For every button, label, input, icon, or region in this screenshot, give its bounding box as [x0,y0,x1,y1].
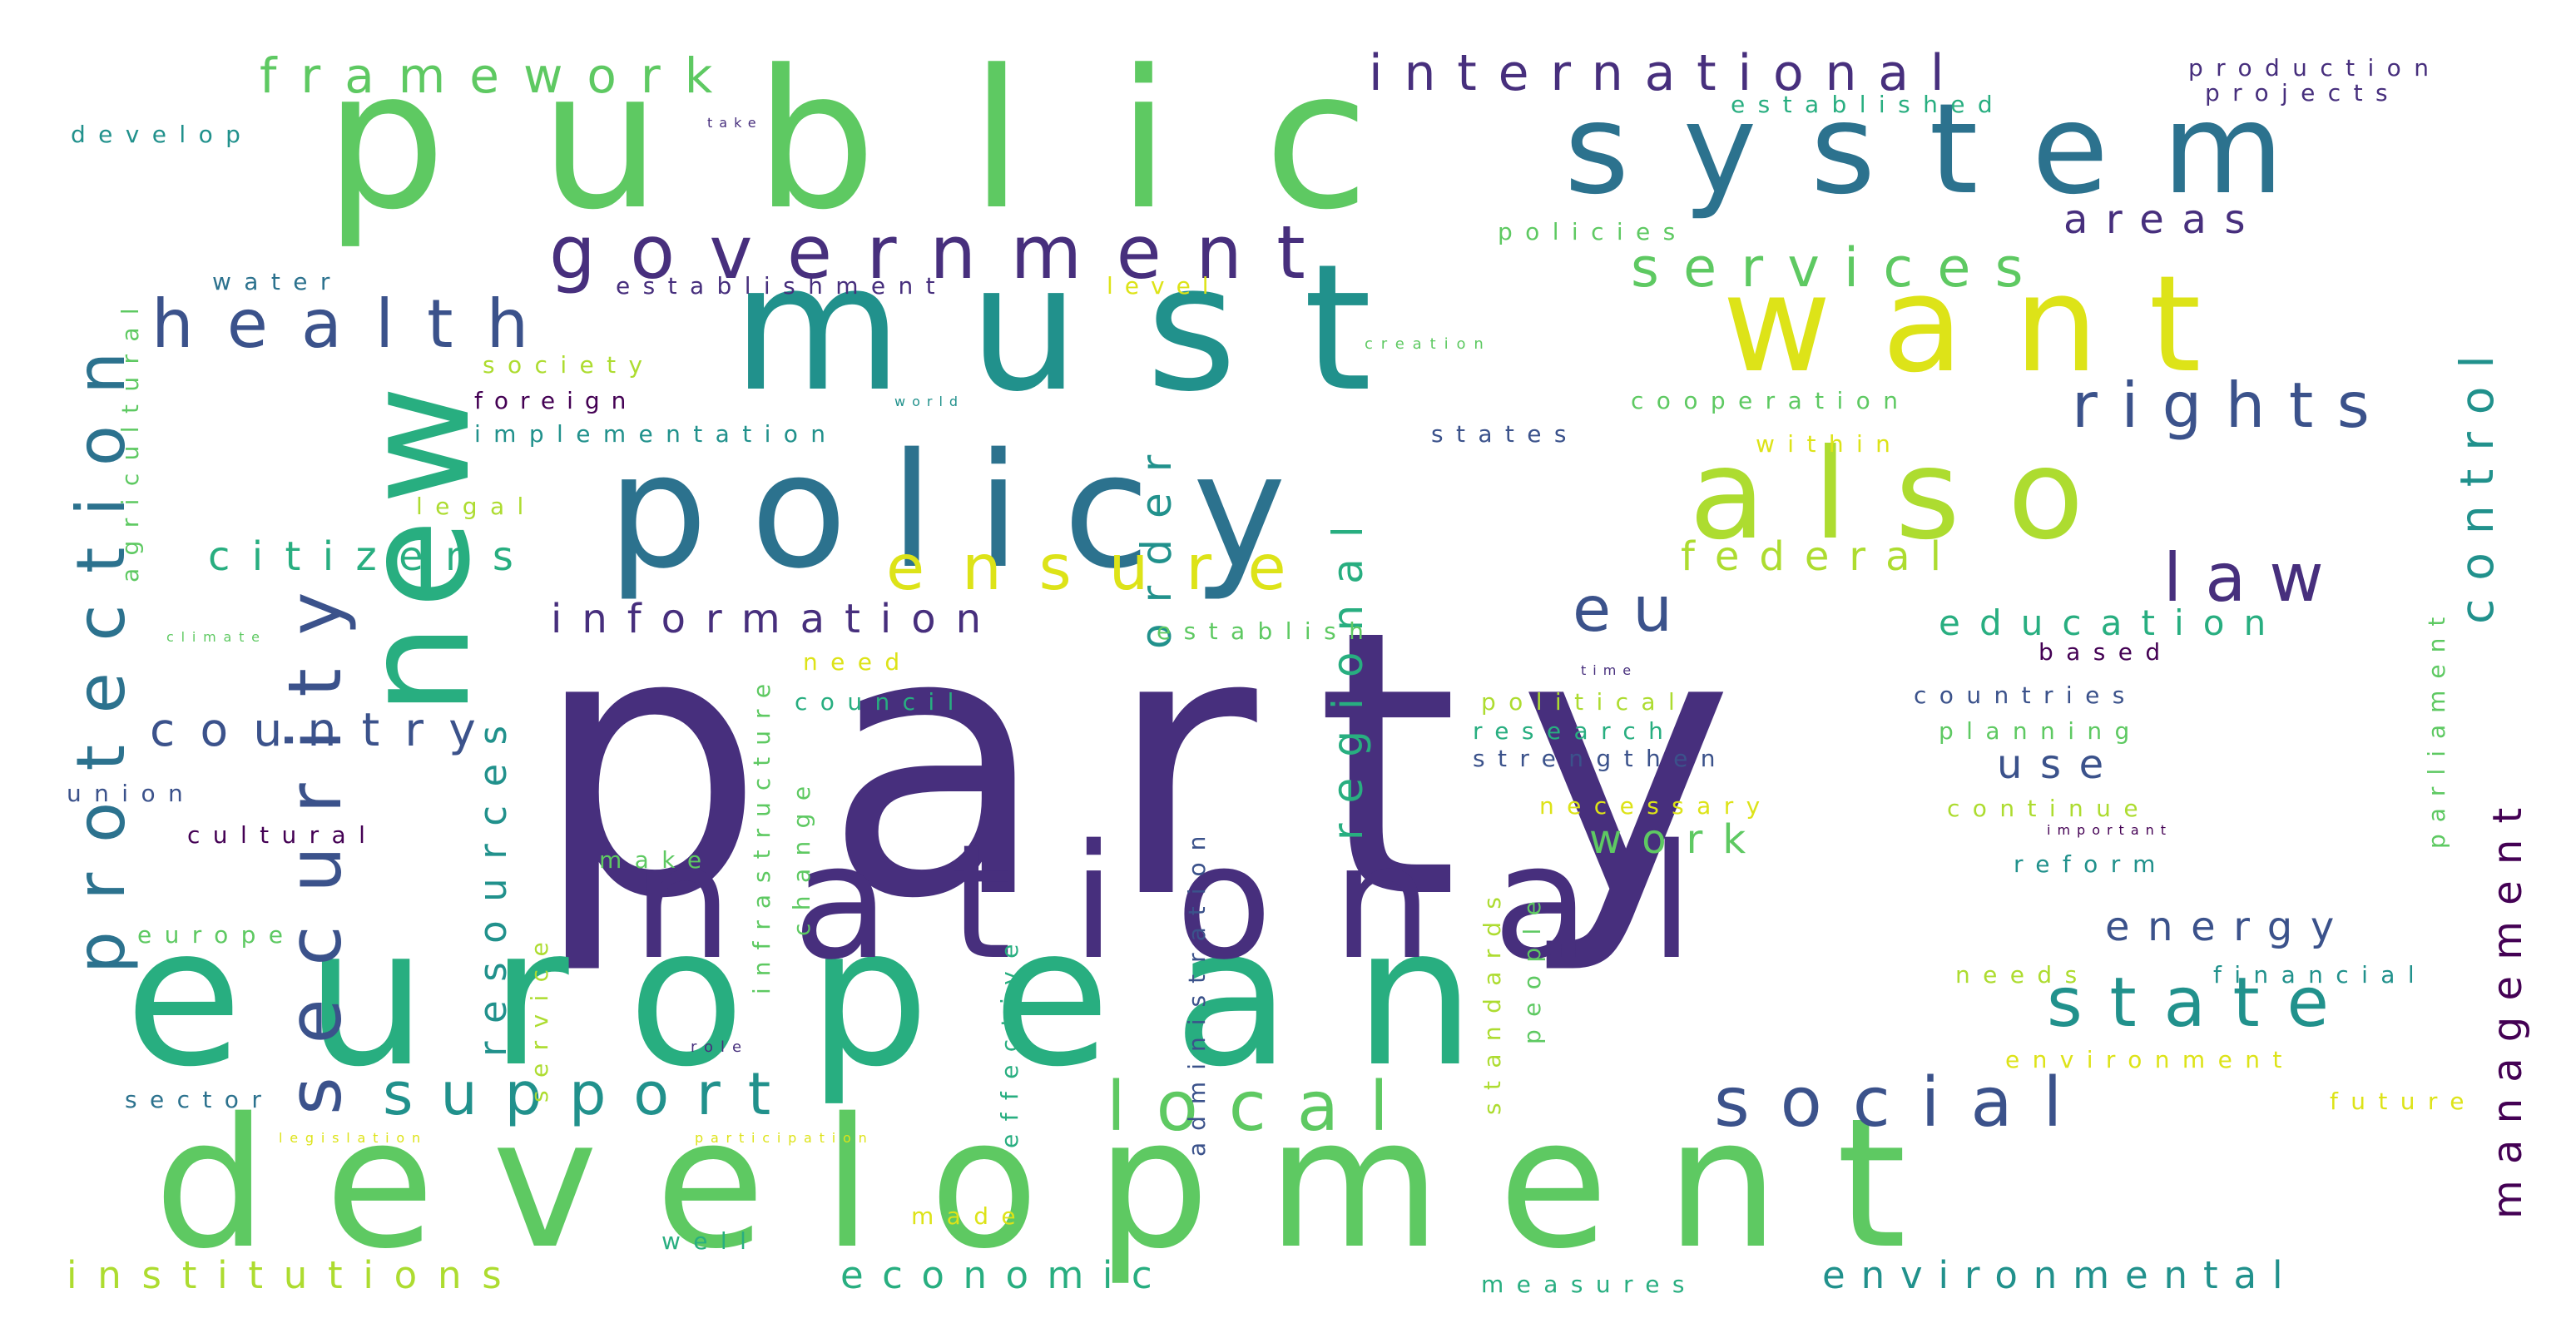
word-strengthen: strengthen [1473,745,1728,772]
word-ensure: ensure [886,531,1324,604]
word-information: information [551,596,1002,642]
word-develop: develop [71,121,254,148]
word-europe: europe [137,921,296,949]
word-regional: regional [1324,505,1372,840]
word-council: council [795,688,967,716]
word-country: country [150,703,502,756]
word-cooperation: cooperation [1631,387,1911,414]
word-projects: projects [2205,79,2400,107]
word-energy: energy [2105,904,2352,950]
word-federal: federal [1681,533,1961,580]
word-creation: creation [1365,335,1492,353]
word-environment: environment [2005,1046,2295,1073]
word-continue: continue [1947,795,2151,822]
word-party: party [533,553,1793,979]
word-services: services [1631,237,2048,300]
word-effective: effective [996,931,1023,1148]
word-financial: financial [2213,961,2427,989]
word-foreign: foreign [474,387,638,414]
word-must: must [732,226,1439,430]
word-make: make [599,846,715,874]
word-climate: climate [166,629,267,645]
word-world: world [894,394,965,409]
word-water: water [212,268,343,295]
word-also: also [1689,423,2132,567]
word-role: role [691,1038,750,1056]
word-society: society [483,351,656,379]
word-european: european [125,887,1538,1109]
word-citizens: citizens [208,533,536,580]
word-areas: areas [2063,196,2264,243]
word-union: union [67,780,196,807]
word-social: social [1714,1063,2093,1142]
word-service: service [526,929,553,1103]
word-infrastructure: infrastructure [748,671,775,994]
word-legal: legal [416,493,537,520]
word-administration: administration [1183,824,1211,1157]
word-environmental: environmental [1822,1253,2299,1297]
word-needs: needs [1955,961,2090,989]
word-production: production [2188,54,2442,82]
word-research: research [1473,717,1677,745]
word-change: change [788,773,815,936]
word-system: system [1564,77,2338,222]
word-economic: economic [840,1253,1172,1297]
word-law: law [2163,539,2347,617]
word-rights: rights [2072,369,2394,442]
word-establish: establish [1157,617,1377,645]
word-want: want [1722,246,2252,402]
word-eu: eu [1573,572,1695,646]
word-sector: sector [125,1086,275,1113]
word-health: health [151,285,562,363]
word-government: government [549,210,1340,295]
word-political: political [1481,688,1688,716]
word-based: based [2039,638,2173,666]
word-level: level [1107,272,1221,300]
word-management: management [2484,791,2531,1219]
word-states: states [1431,420,1579,448]
word-agricultural: agricultural [116,295,144,582]
word-well: well [661,1227,760,1255]
word-made: made [911,1202,1029,1230]
word-local: local [1107,1068,1419,1147]
word-development: development [154,1079,1964,1288]
word-resources: resources [471,706,515,1057]
word-implementation: implementation [474,420,839,448]
word-work: work [1589,816,1766,863]
word-institutions: institutions [67,1253,523,1297]
word-necessary: necessary [1539,792,1773,820]
word-national: national [632,810,1754,994]
word-planning: planning [1939,717,2143,745]
word-legislation: legislation [279,1130,428,1146]
word-use: use [1997,741,2122,788]
word-people: people [1518,888,1546,1044]
word-need: need [803,648,913,676]
word-state: state [2047,964,2356,1043]
word-reform: reform [2014,850,2168,878]
word-policies: policies [1498,218,1688,245]
word-time: time [1581,662,1638,678]
word-within: within [1756,430,1904,458]
word-participation: participation [695,1130,874,1146]
word-policy: policy [607,419,1330,603]
word-future: future [2330,1088,2477,1115]
word-education: education [1939,602,2286,643]
word-cultural: cultural [187,821,379,849]
word-established: established [1731,91,2006,118]
word-parliament: parliament [2423,605,2450,849]
word-countries: countries [1914,681,2138,709]
word-international: international [1369,44,1966,102]
word-take: take [707,115,763,131]
word-public: public [324,30,1464,252]
word-establishment: establishment [616,272,949,300]
word-framework: framework [260,47,737,104]
word-important: important [2047,822,2173,838]
word-support: support [383,1060,799,1128]
word-control: control [2450,337,2504,624]
word-measures: measures [1481,1271,1697,1298]
word-standards: standards [1479,884,1506,1115]
